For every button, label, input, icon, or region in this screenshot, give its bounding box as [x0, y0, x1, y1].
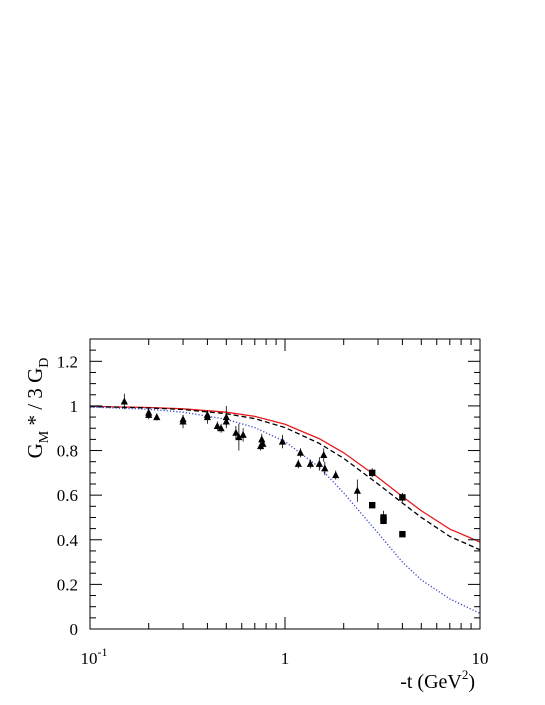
square-data-point	[399, 530, 406, 538]
triangle-data-point	[353, 486, 361, 494]
y-axis-label-G: G	[23, 443, 47, 458]
x-tick-label-base: 10	[472, 649, 489, 668]
triangle-data-point	[259, 439, 267, 447]
model-curves	[89, 405, 481, 614]
y-tick-label: 0.8	[57, 442, 78, 461]
square-data-point	[399, 494, 406, 501]
square-data-point	[368, 501, 376, 509]
triangle-data-point	[235, 433, 243, 441]
x-tick-label-base: 1	[281, 649, 290, 668]
triangle-data-point	[153, 413, 161, 421]
triangle-data-point	[203, 410, 212, 418]
y-tick-label: 0.2	[57, 575, 78, 594]
triangle-data-point	[294, 459, 302, 467]
square-data-point	[380, 514, 387, 521]
y-tick-label: 0	[70, 620, 79, 639]
y-axis-label-sub-M: M	[37, 430, 52, 443]
x-tick-label-base: 10	[81, 649, 98, 668]
x-axis-label: -t (GeV2)	[400, 667, 475, 693]
curve-solid	[89, 405, 481, 543]
triangle-data-point	[179, 415, 187, 423]
curve-dotted	[89, 406, 481, 614]
triangle-data-point	[222, 413, 230, 421]
triangle-data-point	[120, 397, 128, 405]
curve-dashed	[89, 405, 481, 551]
triangle-data-point	[258, 435, 266, 443]
triangle-data-point	[222, 417, 230, 425]
axis-ticks	[89, 338, 480, 630]
y-axis-label-sub-D: D	[37, 358, 52, 368]
data-points	[120, 393, 406, 538]
triangle-data-point	[217, 424, 225, 432]
triangle-data-point	[278, 437, 287, 445]
triangle-data-point	[145, 410, 153, 418]
x-tick-label-exponent: -1	[98, 645, 108, 659]
y-axis-label: GM * / 3 GD	[23, 358, 52, 459]
y-tick-label: 1.2	[57, 352, 78, 371]
y-tick-label: 0.6	[57, 486, 78, 505]
x-tick-label: 10-1	[81, 645, 108, 668]
triangle-data-point	[332, 471, 340, 479]
y-tick-label: 0.4	[57, 531, 79, 550]
triangle-data-point	[315, 459, 323, 467]
square-data-point	[368, 469, 376, 477]
triangle-data-point	[296, 448, 305, 456]
x-axis-label-text: -t (GeV	[400, 671, 462, 693]
square-data-point	[380, 517, 387, 525]
y-axis-label-middle: * / 3 G	[23, 368, 47, 431]
triangle-data-point	[232, 428, 240, 436]
triangle-data-point	[321, 464, 329, 472]
x-tick-label: 1	[281, 649, 290, 668]
triangle-data-point	[320, 451, 328, 458]
triangle-data-point	[213, 422, 221, 429]
x-tick-label: 10	[472, 649, 489, 668]
triangle-data-point	[306, 459, 315, 467]
axis-tick-labels: 00.20.40.60.811.210-1 1 10	[57, 352, 489, 668]
triangle-data-point	[239, 430, 247, 438]
y-tick-label: 1	[70, 397, 79, 416]
x-axis-label-close: )	[468, 671, 475, 693]
x-axis-label-exponent: 2	[462, 667, 469, 682]
